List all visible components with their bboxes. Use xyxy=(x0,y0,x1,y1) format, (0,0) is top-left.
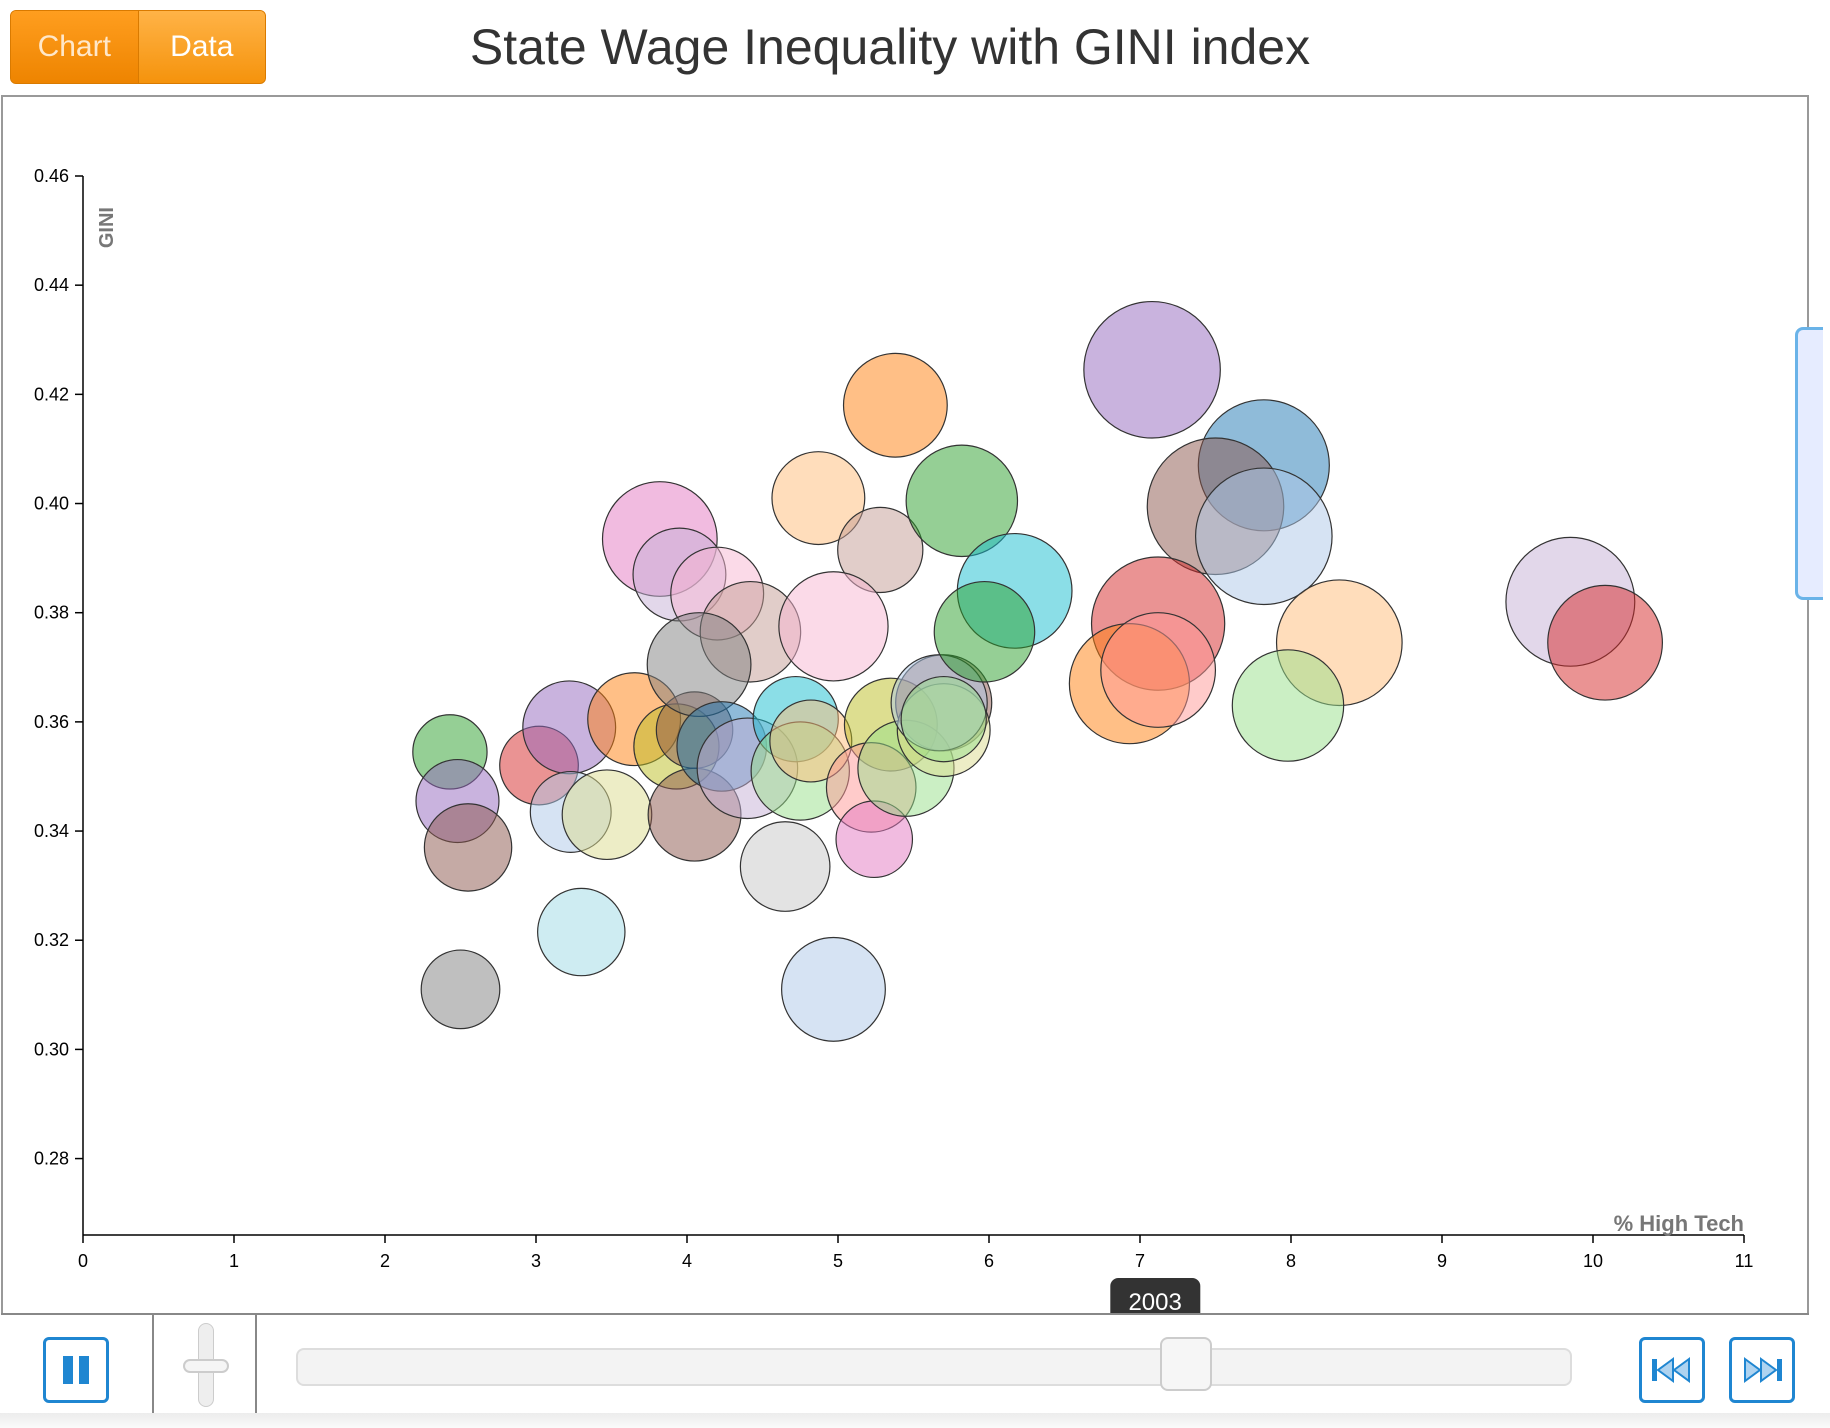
y-tick-label: 0.30 xyxy=(34,1039,69,1059)
speed-slider-handle[interactable] xyxy=(183,1359,229,1373)
y-tick-label: 0.46 xyxy=(34,166,69,186)
bubble-25[interactable] xyxy=(781,936,886,1042)
x-tick-label: 2 xyxy=(380,1251,390,1271)
bubble-40[interactable] xyxy=(933,580,1036,683)
bubble-28[interactable] xyxy=(837,506,924,594)
x-tick-label: 3 xyxy=(531,1251,541,1271)
bubble-chart: 0.28 0.30 0.32 0.34 0.36 0.38 0.40 0.42 0.44 0.46… xyxy=(34,166,1753,1271)
divider xyxy=(152,1315,154,1413)
bubble-26[interactable] xyxy=(771,451,866,546)
data-tab-button[interactable]: Data xyxy=(138,11,265,83)
playback-controls xyxy=(1,1313,1809,1413)
fast-forward-icon xyxy=(1744,1357,1782,1383)
bubble-9[interactable] xyxy=(537,887,626,977)
timeline-slider-handle[interactable] xyxy=(1160,1337,1213,1391)
bubble-51[interactable] xyxy=(1547,584,1663,701)
x-tick-label: 8 xyxy=(1286,1251,1296,1271)
bubble-24[interactable] xyxy=(739,821,831,912)
next-button[interactable] xyxy=(1729,1337,1795,1403)
x-tick-label: 6 xyxy=(984,1251,994,1271)
bubble-3[interactable] xyxy=(423,803,513,892)
y-axis-label: GINI xyxy=(96,207,118,248)
bubble-37[interactable] xyxy=(900,675,987,763)
bubble-27[interactable] xyxy=(842,352,948,458)
timeline-slider[interactable] xyxy=(296,1348,1572,1386)
y-tick-label: 0.42 xyxy=(34,384,69,404)
view-toggle: Chart Data xyxy=(10,10,266,84)
x-tick-label: 0 xyxy=(78,1251,88,1271)
y-tick-label: 0.34 xyxy=(34,821,69,841)
y-tick-label: 0.38 xyxy=(34,603,69,623)
divider xyxy=(255,1315,257,1413)
side-panel-tab[interactable] xyxy=(1795,327,1823,600)
x-tick-label: 10 xyxy=(1583,1251,1603,1271)
bubble-41[interactable] xyxy=(1083,300,1221,439)
bubble-4[interactable] xyxy=(420,949,501,1030)
bubble-8[interactable] xyxy=(561,769,653,861)
chart-title: State Wage Inequality with GINI index xyxy=(469,19,1311,75)
y-tick-label: 0.36 xyxy=(34,712,69,732)
x-tick-label: 11 xyxy=(1735,1251,1754,1271)
rewind-icon xyxy=(1652,1357,1690,1383)
chart-frame: 0.28 0.30 0.32 0.34 0.36 0.38 0.40 0.42 0.44 0.46… xyxy=(1,95,1823,1413)
page-footer-shade xyxy=(0,1413,1830,1428)
chart-tab-button[interactable]: Chart xyxy=(11,11,139,83)
previous-button[interactable] xyxy=(1639,1337,1705,1403)
x-axis-label: % High Tech xyxy=(1614,1211,1744,1236)
bubble-18[interactable] xyxy=(646,612,752,718)
pause-icon xyxy=(63,1356,73,1384)
y-tick-label: 0.32 xyxy=(34,930,69,950)
x-tick-label: 4 xyxy=(682,1251,692,1271)
bubble-47[interactable] xyxy=(1100,612,1217,728)
play-pause-button[interactable] xyxy=(43,1337,109,1403)
x-tick-label: 7 xyxy=(1135,1251,1145,1271)
axes-layer: 0.28 0.30 0.32 0.34 0.36 0.38 0.40 0.42 0.44 0.46… xyxy=(34,166,1753,1271)
x-tick-label: 1 xyxy=(229,1251,239,1271)
bubble-49[interactable] xyxy=(1231,649,1345,762)
x-tick-label: 9 xyxy=(1437,1251,1447,1271)
y-tick-label: 0.44 xyxy=(34,275,69,295)
bubble-38[interactable] xyxy=(905,444,1019,558)
bubble-layer xyxy=(412,300,1663,1042)
bubble-29[interactable] xyxy=(778,571,889,682)
bubble-44[interactable] xyxy=(1194,467,1333,606)
y-tick-label: 0.28 xyxy=(34,1149,69,1169)
x-tick-label: 5 xyxy=(833,1251,843,1271)
y-tick-label: 0.40 xyxy=(34,494,69,514)
